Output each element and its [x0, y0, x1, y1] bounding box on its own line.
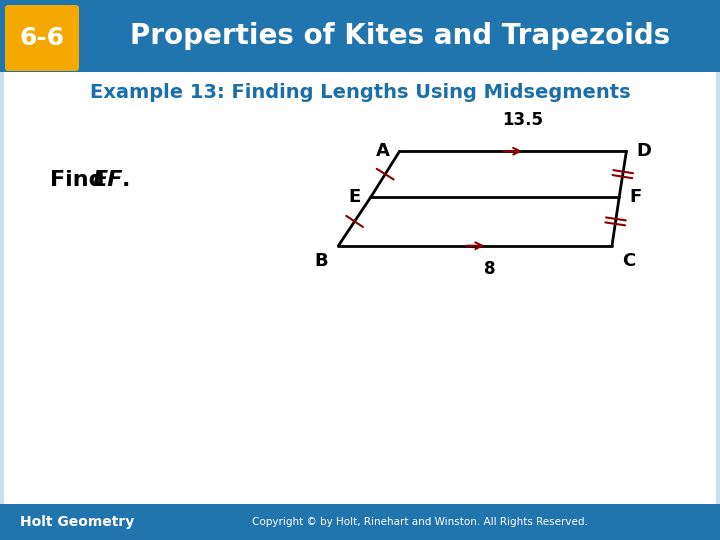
Text: .: . — [122, 170, 130, 190]
Text: 6-6: 6-6 — [19, 26, 65, 50]
FancyBboxPatch shape — [5, 5, 79, 71]
Text: Copyright © by Holt, Rinehart and Winston. All Rights Reserved.: Copyright © by Holt, Rinehart and Winsto… — [252, 517, 588, 527]
Text: Properties of Kites and Trapezoids: Properties of Kites and Trapezoids — [130, 22, 670, 50]
FancyBboxPatch shape — [0, 504, 720, 540]
Text: A: A — [376, 142, 390, 160]
Text: D: D — [636, 142, 652, 160]
FancyBboxPatch shape — [0, 0, 720, 72]
Text: EF: EF — [93, 170, 124, 190]
Text: B: B — [315, 252, 328, 269]
Text: F: F — [629, 188, 642, 206]
FancyBboxPatch shape — [4, 32, 716, 508]
Text: 8: 8 — [485, 260, 496, 278]
Text: Find: Find — [50, 170, 112, 190]
Text: Holt Geometry: Holt Geometry — [20, 515, 134, 529]
Text: Example 13: Finding Lengths Using Midsegments: Example 13: Finding Lengths Using Midseg… — [90, 83, 630, 102]
Text: 13.5: 13.5 — [503, 111, 544, 129]
Text: E: E — [348, 188, 361, 206]
Text: C: C — [622, 252, 635, 269]
